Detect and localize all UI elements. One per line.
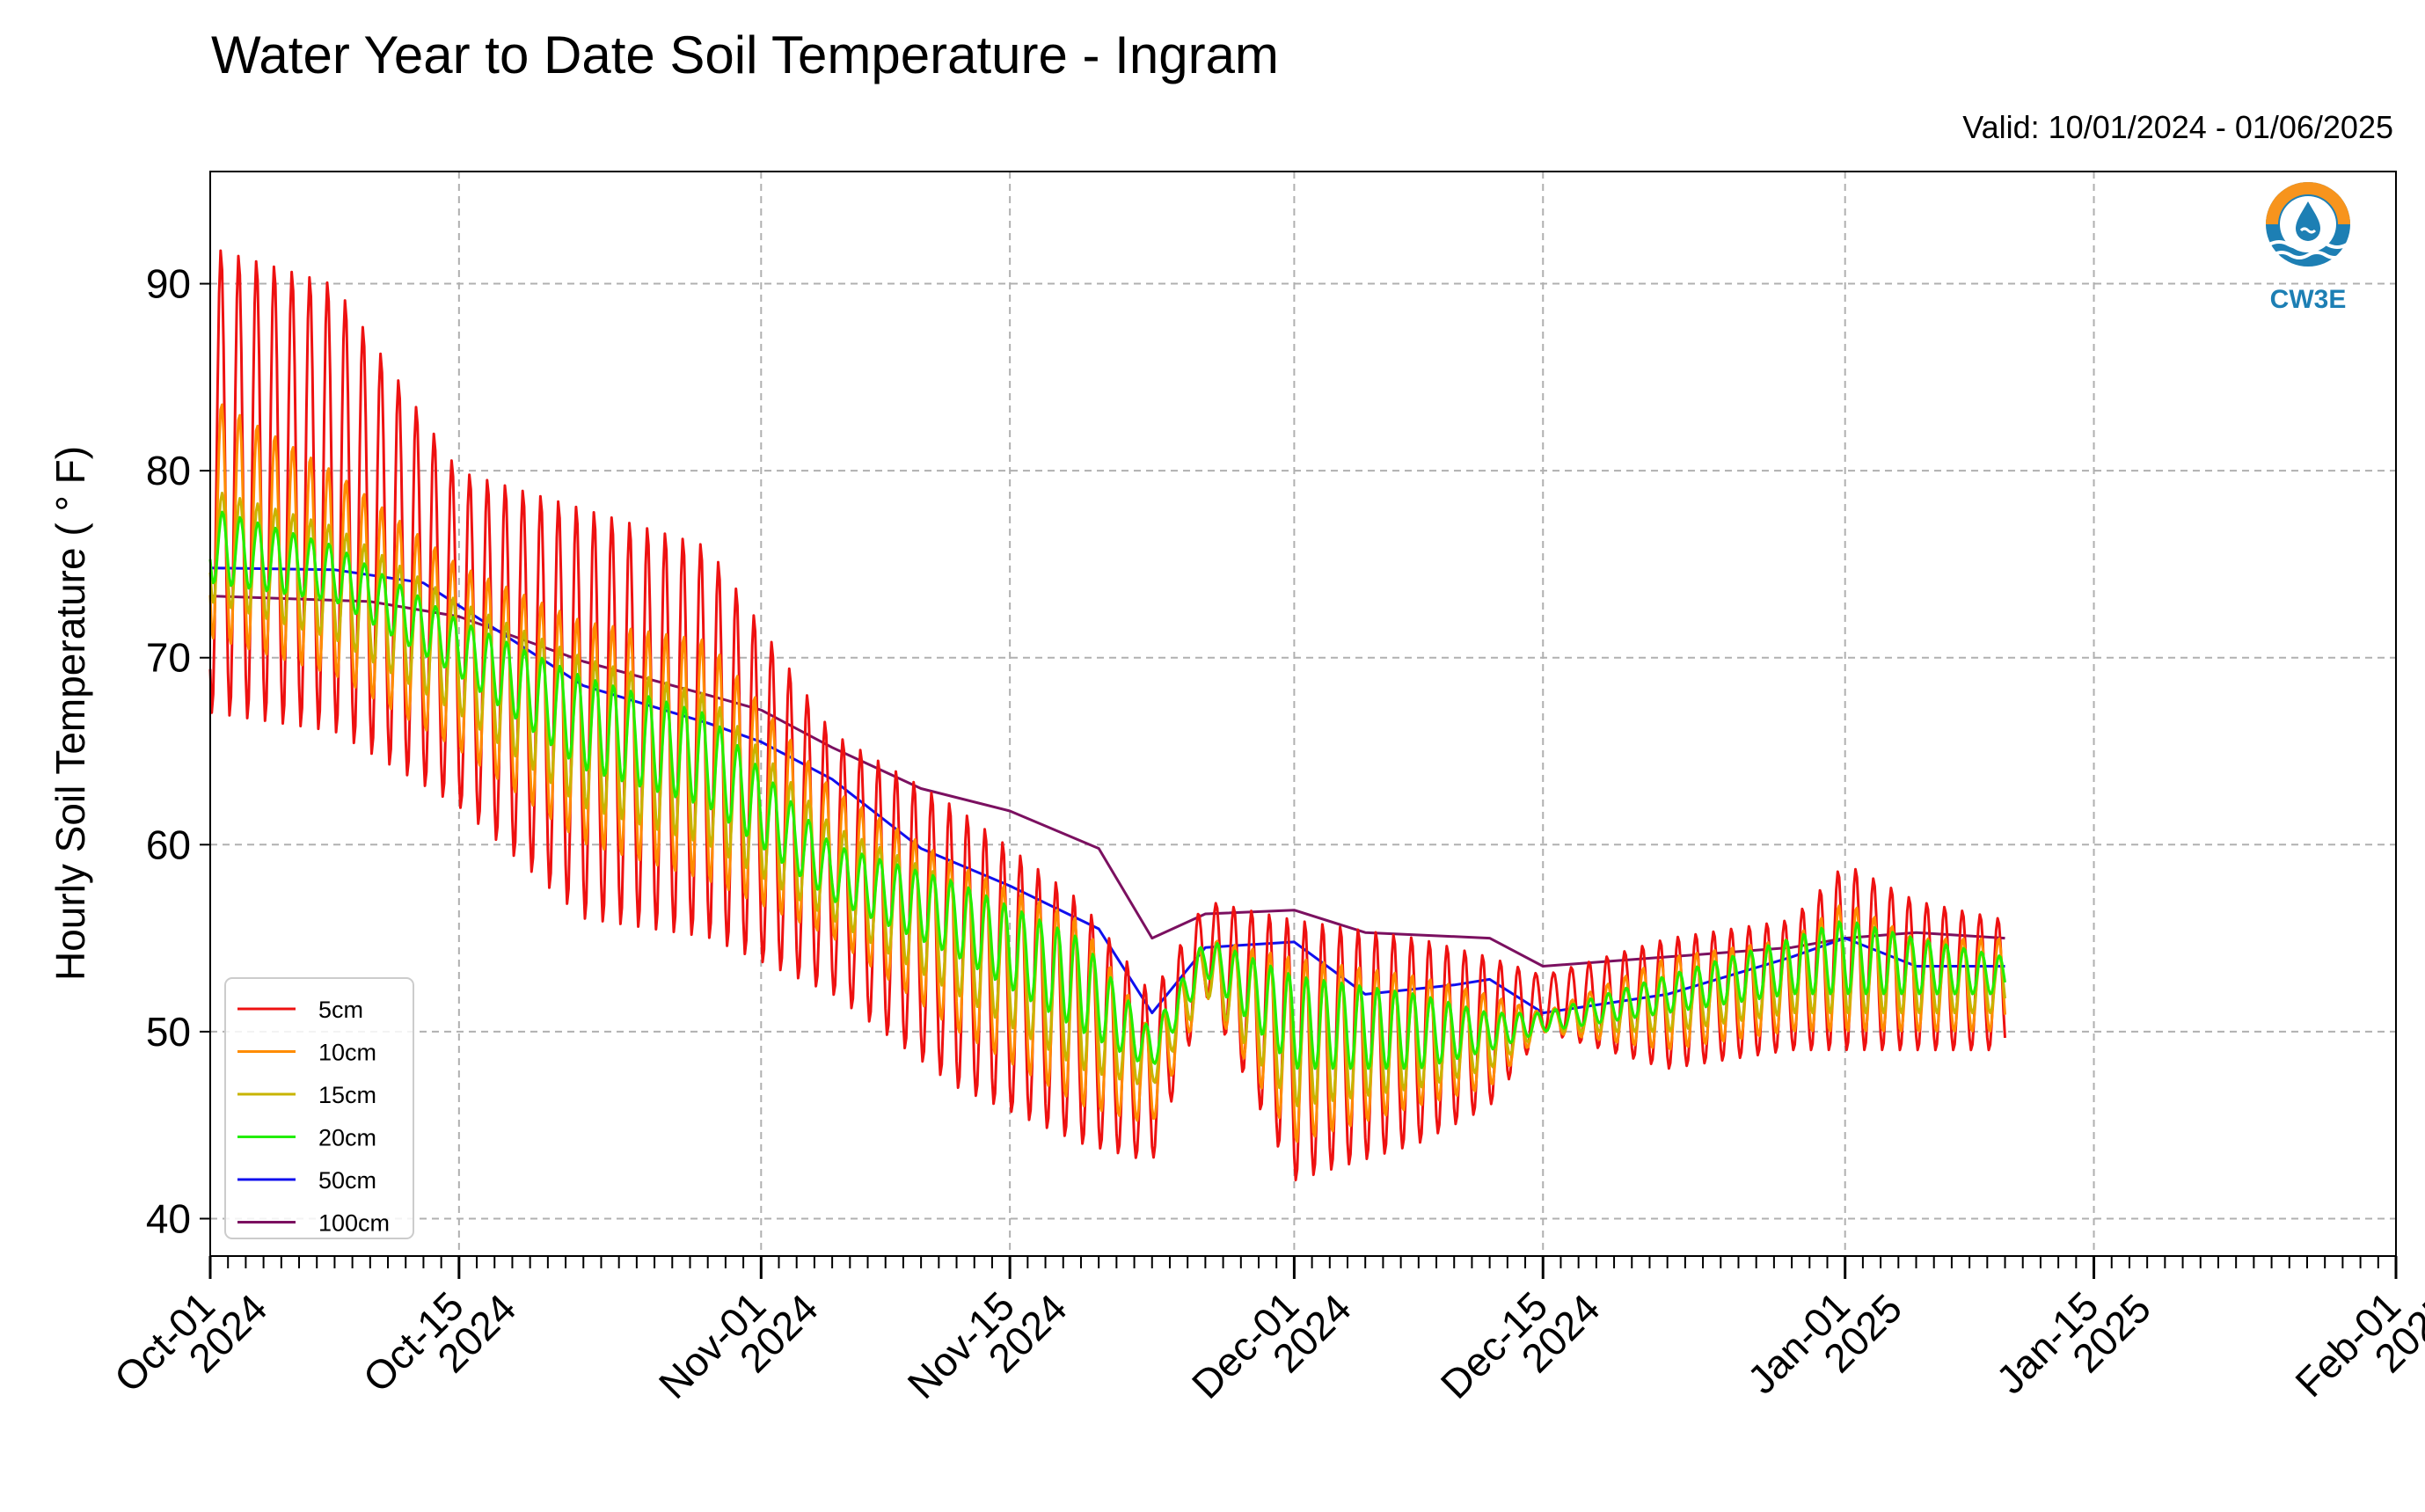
y-axis-label: Hourly Soil Temperature ( ° F) [47, 446, 93, 981]
legend-label: 5cm [318, 997, 363, 1023]
y-tick-label: 80 [146, 448, 191, 493]
legend-label: 50cm [318, 1167, 376, 1194]
legend-label: 20cm [318, 1125, 376, 1151]
legend-label: 15cm [318, 1082, 376, 1108]
chart-title: Water Year to Date Soil Temperature - In… [211, 26, 1279, 84]
y-tick-label: 60 [146, 822, 191, 867]
legend: 5cm 10cm 15cm 20cm 50cm 100cm [224, 977, 414, 1239]
legend-box [224, 977, 414, 1239]
legend-label: 10cm [318, 1040, 376, 1066]
series-line-20cm [208, 510, 2006, 1070]
valid-date-range: Valid: 10/01/2024 - 01/06/2025 [1962, 109, 2393, 145]
series-lines [208, 249, 2006, 1182]
y-tick-label: 40 [146, 1195, 191, 1241]
series-line-5cm [208, 249, 2006, 1182]
plot-frame [209, 171, 2397, 1257]
y-tick-label: 50 [146, 1009, 191, 1055]
legend-label: 100cm [318, 1210, 390, 1237]
cw3e-logo: CW3E [2266, 182, 2350, 314]
logo-text: CW3E [2270, 285, 2347, 314]
y-tick-label: 90 [146, 261, 191, 307]
y-tick-label: 70 [146, 635, 191, 681]
water-drop-logo-icon [2266, 182, 2350, 267]
